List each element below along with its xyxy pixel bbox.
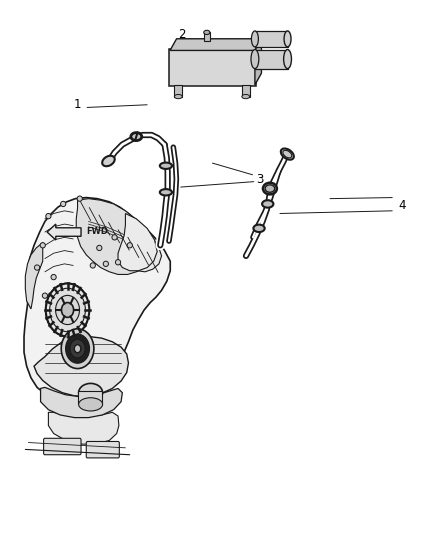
- Polygon shape: [76, 199, 156, 274]
- Ellipse shape: [46, 214, 51, 219]
- Bar: [78, 391, 102, 405]
- Ellipse shape: [46, 284, 89, 336]
- Ellipse shape: [74, 345, 81, 353]
- Ellipse shape: [242, 94, 250, 99]
- Ellipse shape: [251, 50, 259, 69]
- Text: 3: 3: [257, 173, 264, 185]
- Ellipse shape: [283, 150, 292, 158]
- Bar: [242, 85, 250, 96]
- Ellipse shape: [70, 340, 85, 358]
- Ellipse shape: [61, 303, 74, 317]
- Polygon shape: [255, 31, 288, 47]
- Polygon shape: [255, 50, 288, 69]
- Ellipse shape: [66, 334, 89, 364]
- Ellipse shape: [42, 293, 47, 298]
- Polygon shape: [25, 243, 43, 309]
- Ellipse shape: [174, 94, 182, 99]
- Polygon shape: [24, 198, 170, 400]
- Ellipse shape: [127, 243, 132, 248]
- Polygon shape: [118, 214, 157, 271]
- Text: 2: 2: [178, 28, 186, 41]
- Polygon shape: [255, 39, 261, 85]
- Polygon shape: [48, 413, 119, 444]
- Ellipse shape: [251, 31, 258, 47]
- Polygon shape: [125, 227, 162, 272]
- Ellipse shape: [284, 50, 291, 69]
- Text: FWD: FWD: [86, 227, 108, 236]
- FancyBboxPatch shape: [44, 438, 81, 455]
- Ellipse shape: [51, 274, 56, 280]
- Text: 4: 4: [398, 199, 406, 212]
- Ellipse shape: [103, 261, 109, 266]
- Ellipse shape: [79, 398, 102, 411]
- Ellipse shape: [35, 265, 40, 270]
- Ellipse shape: [90, 263, 95, 268]
- Ellipse shape: [102, 156, 115, 166]
- Ellipse shape: [77, 196, 82, 201]
- Ellipse shape: [281, 149, 294, 160]
- Ellipse shape: [204, 30, 210, 35]
- Ellipse shape: [265, 185, 275, 192]
- Bar: [174, 85, 182, 96]
- Polygon shape: [34, 336, 128, 397]
- Ellipse shape: [284, 31, 291, 47]
- Ellipse shape: [253, 224, 265, 232]
- Ellipse shape: [79, 383, 102, 402]
- Ellipse shape: [131, 133, 142, 141]
- FancyBboxPatch shape: [86, 441, 119, 458]
- Ellipse shape: [263, 183, 277, 195]
- FancyArrow shape: [47, 224, 81, 240]
- Polygon shape: [41, 387, 122, 418]
- Ellipse shape: [262, 200, 273, 208]
- Bar: [204, 33, 210, 41]
- Ellipse shape: [97, 245, 102, 251]
- Ellipse shape: [40, 243, 46, 248]
- Polygon shape: [170, 39, 261, 51]
- FancyBboxPatch shape: [169, 50, 256, 86]
- Ellipse shape: [116, 260, 120, 265]
- Ellipse shape: [160, 189, 172, 196]
- Ellipse shape: [61, 329, 94, 368]
- Ellipse shape: [49, 288, 85, 332]
- Ellipse shape: [112, 235, 117, 240]
- Ellipse shape: [56, 295, 80, 325]
- Ellipse shape: [60, 201, 66, 207]
- Text: 1: 1: [74, 98, 81, 111]
- Ellipse shape: [160, 163, 172, 169]
